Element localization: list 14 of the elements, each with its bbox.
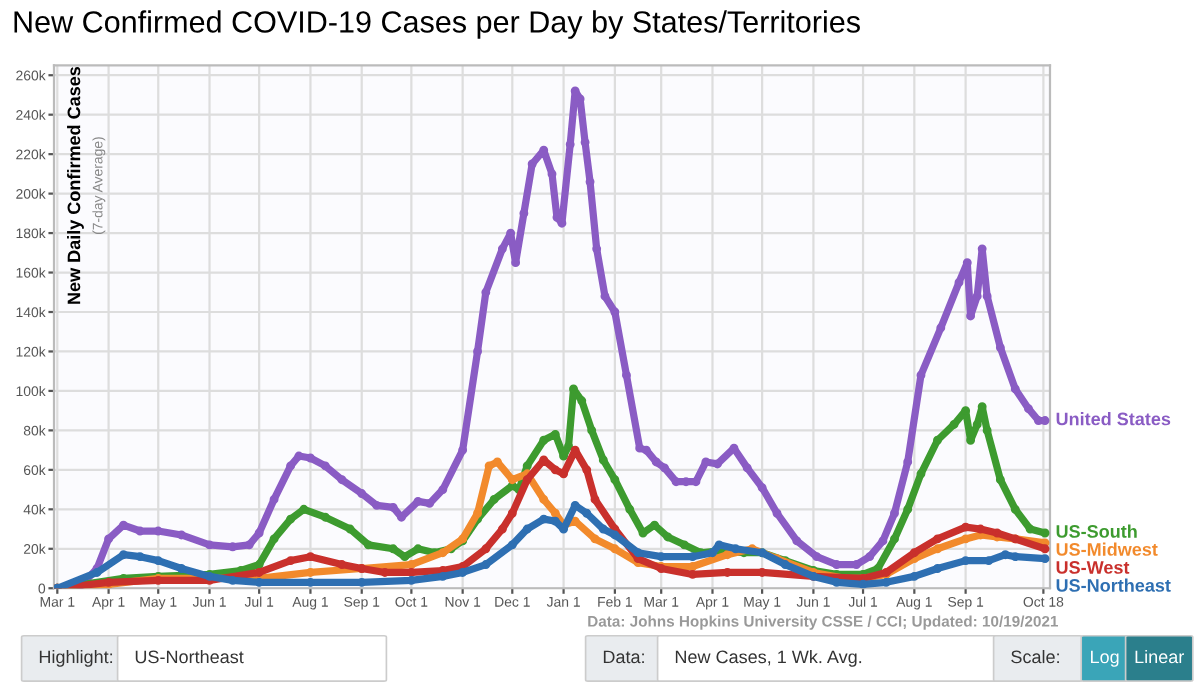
text: New Cases, 1 Wk. Avg. <box>675 650 862 667</box>
series-label: United States <box>1056 412 1171 426</box>
text: US-Northeast <box>135 650 244 664</box>
series-label: US-Midwest <box>1056 542 1158 556</box>
series-label: US-West <box>1056 561 1130 574</box>
chart-title: New Confirmed COVID-19 Cases per Day by States/Territories <box>14 10 860 39</box>
series-label: US-Northeast <box>1056 578 1171 592</box>
y-axis-title: New Daily Confirmed Cases <box>67 66 84 304</box>
text: Log <box>1091 650 1119 667</box>
text: Highlight: <box>39 650 113 667</box>
series-label: US-South <box>1056 524 1137 538</box>
text: Linear <box>1135 650 1184 664</box>
text: Data: <box>603 650 644 664</box>
text: Scale: <box>1011 650 1059 664</box>
